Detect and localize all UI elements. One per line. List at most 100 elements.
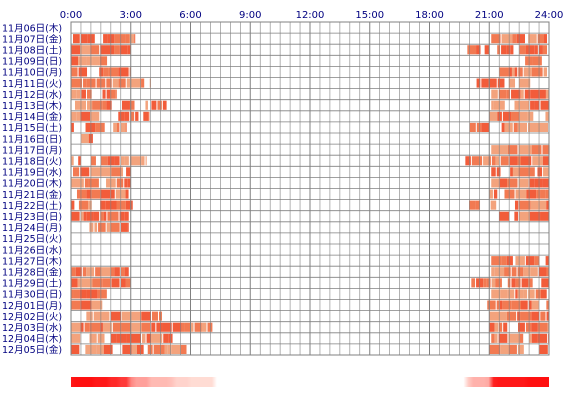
activity-segment [515, 278, 521, 288]
activity-segment [483, 156, 489, 166]
activity-segment [103, 67, 109, 77]
activity-segment [518, 178, 529, 188]
activity-segment [541, 278, 549, 288]
summary-strip-bar [71, 377, 549, 387]
activity-segment [498, 333, 508, 343]
activity-segment [71, 278, 78, 288]
activity-segment [538, 267, 547, 277]
activity-segment [86, 211, 94, 221]
activity-segment [149, 78, 151, 88]
activity-segment [476, 278, 484, 288]
activity-segment [116, 200, 126, 210]
activity-segment [516, 34, 525, 44]
activity-segment [518, 322, 525, 332]
activity-segment [540, 289, 547, 299]
activity-segment [537, 167, 543, 177]
activity-segment [499, 211, 510, 221]
activity-segment [100, 189, 111, 199]
activity-segment [129, 156, 142, 166]
activity-segment [469, 200, 476, 210]
activity-segment [102, 311, 110, 321]
activity-segment [80, 45, 91, 55]
activity-segment [539, 344, 548, 354]
activity-segment [84, 322, 90, 332]
activity-segment [100, 267, 111, 277]
activity-segment [91, 189, 101, 199]
activity-segment [88, 200, 92, 210]
activity-segment [116, 178, 124, 188]
activity-segment [119, 211, 125, 221]
activity-segment [164, 344, 168, 354]
activity-segment [528, 289, 535, 299]
activity-segment [131, 322, 142, 332]
day-label: 11月23日(日) [2, 212, 62, 223]
day-label: 11月26日(水) [2, 244, 62, 256]
activity-segment [83, 78, 87, 88]
activity-segment [80, 211, 84, 221]
activity-segment [534, 45, 538, 55]
activity-segment [108, 67, 119, 77]
activity-segment [499, 178, 508, 188]
activity-segment [82, 267, 87, 277]
activity-segment [80, 300, 92, 310]
activity-segment [489, 344, 501, 354]
activity-segment [127, 222, 129, 232]
activity-segment [89, 333, 97, 343]
activity-segment [118, 67, 129, 77]
activity-segment [105, 200, 117, 210]
activity-segment [112, 78, 119, 88]
x-axis-tick-labels: 0:00 3:00 6:00 9:00 12:00 15:00 18:00 21:00 24:0… [60, 10, 564, 21]
activity-segment [100, 211, 104, 221]
activity-segment [81, 89, 86, 99]
activity-segment [491, 278, 496, 288]
activity-segment [207, 322, 213, 332]
activity-segment [520, 156, 532, 166]
hourly-summary-strip [71, 377, 549, 387]
day-label: 11月20日(木) [2, 178, 62, 190]
activity-segment [537, 333, 548, 343]
activity-segment [491, 34, 501, 44]
activity-segment [90, 167, 101, 177]
activity-segment [86, 289, 98, 299]
activity-segment [531, 311, 540, 321]
activity-segment [504, 122, 513, 132]
activity-segment [102, 89, 106, 99]
activity-segment [517, 122, 528, 132]
activity-segment [504, 267, 511, 277]
x-tick-label: 9:00 [239, 10, 261, 21]
activity-segment [542, 145, 549, 155]
activity-segment [150, 333, 163, 343]
activity-segment [525, 256, 529, 266]
activity-segment [509, 344, 517, 354]
activity-segment [131, 344, 137, 354]
activity-segment [100, 156, 108, 166]
activity-segment [95, 122, 105, 132]
activity-segment [491, 333, 495, 343]
day-label: 11月25日(火) [2, 234, 62, 245]
activity-segment [115, 89, 117, 99]
activity-segment [546, 300, 549, 310]
activity-segment [528, 256, 535, 266]
activity-segment [71, 156, 74, 166]
activity-segment [71, 344, 80, 354]
activity-segment [530, 100, 535, 110]
activity-segment [130, 78, 142, 88]
activity-segment [499, 322, 503, 332]
activity-segment [118, 111, 125, 121]
activity-segment [111, 278, 120, 288]
activity-segment [494, 322, 499, 332]
activity-segment [114, 34, 126, 44]
activity-segment [110, 189, 115, 199]
activity-segment [121, 322, 132, 332]
activity-segment [506, 256, 513, 266]
activity-segment [85, 122, 96, 132]
day-label: 11月12日(水) [2, 89, 62, 101]
activity-segment [136, 344, 144, 354]
activity-segment [536, 122, 549, 132]
activity-segment [125, 34, 130, 44]
activity-segment [502, 300, 512, 310]
activity-segment [491, 100, 494, 110]
activity-segment [515, 189, 527, 199]
activity-segment [501, 122, 505, 132]
activity-segment [94, 222, 98, 232]
